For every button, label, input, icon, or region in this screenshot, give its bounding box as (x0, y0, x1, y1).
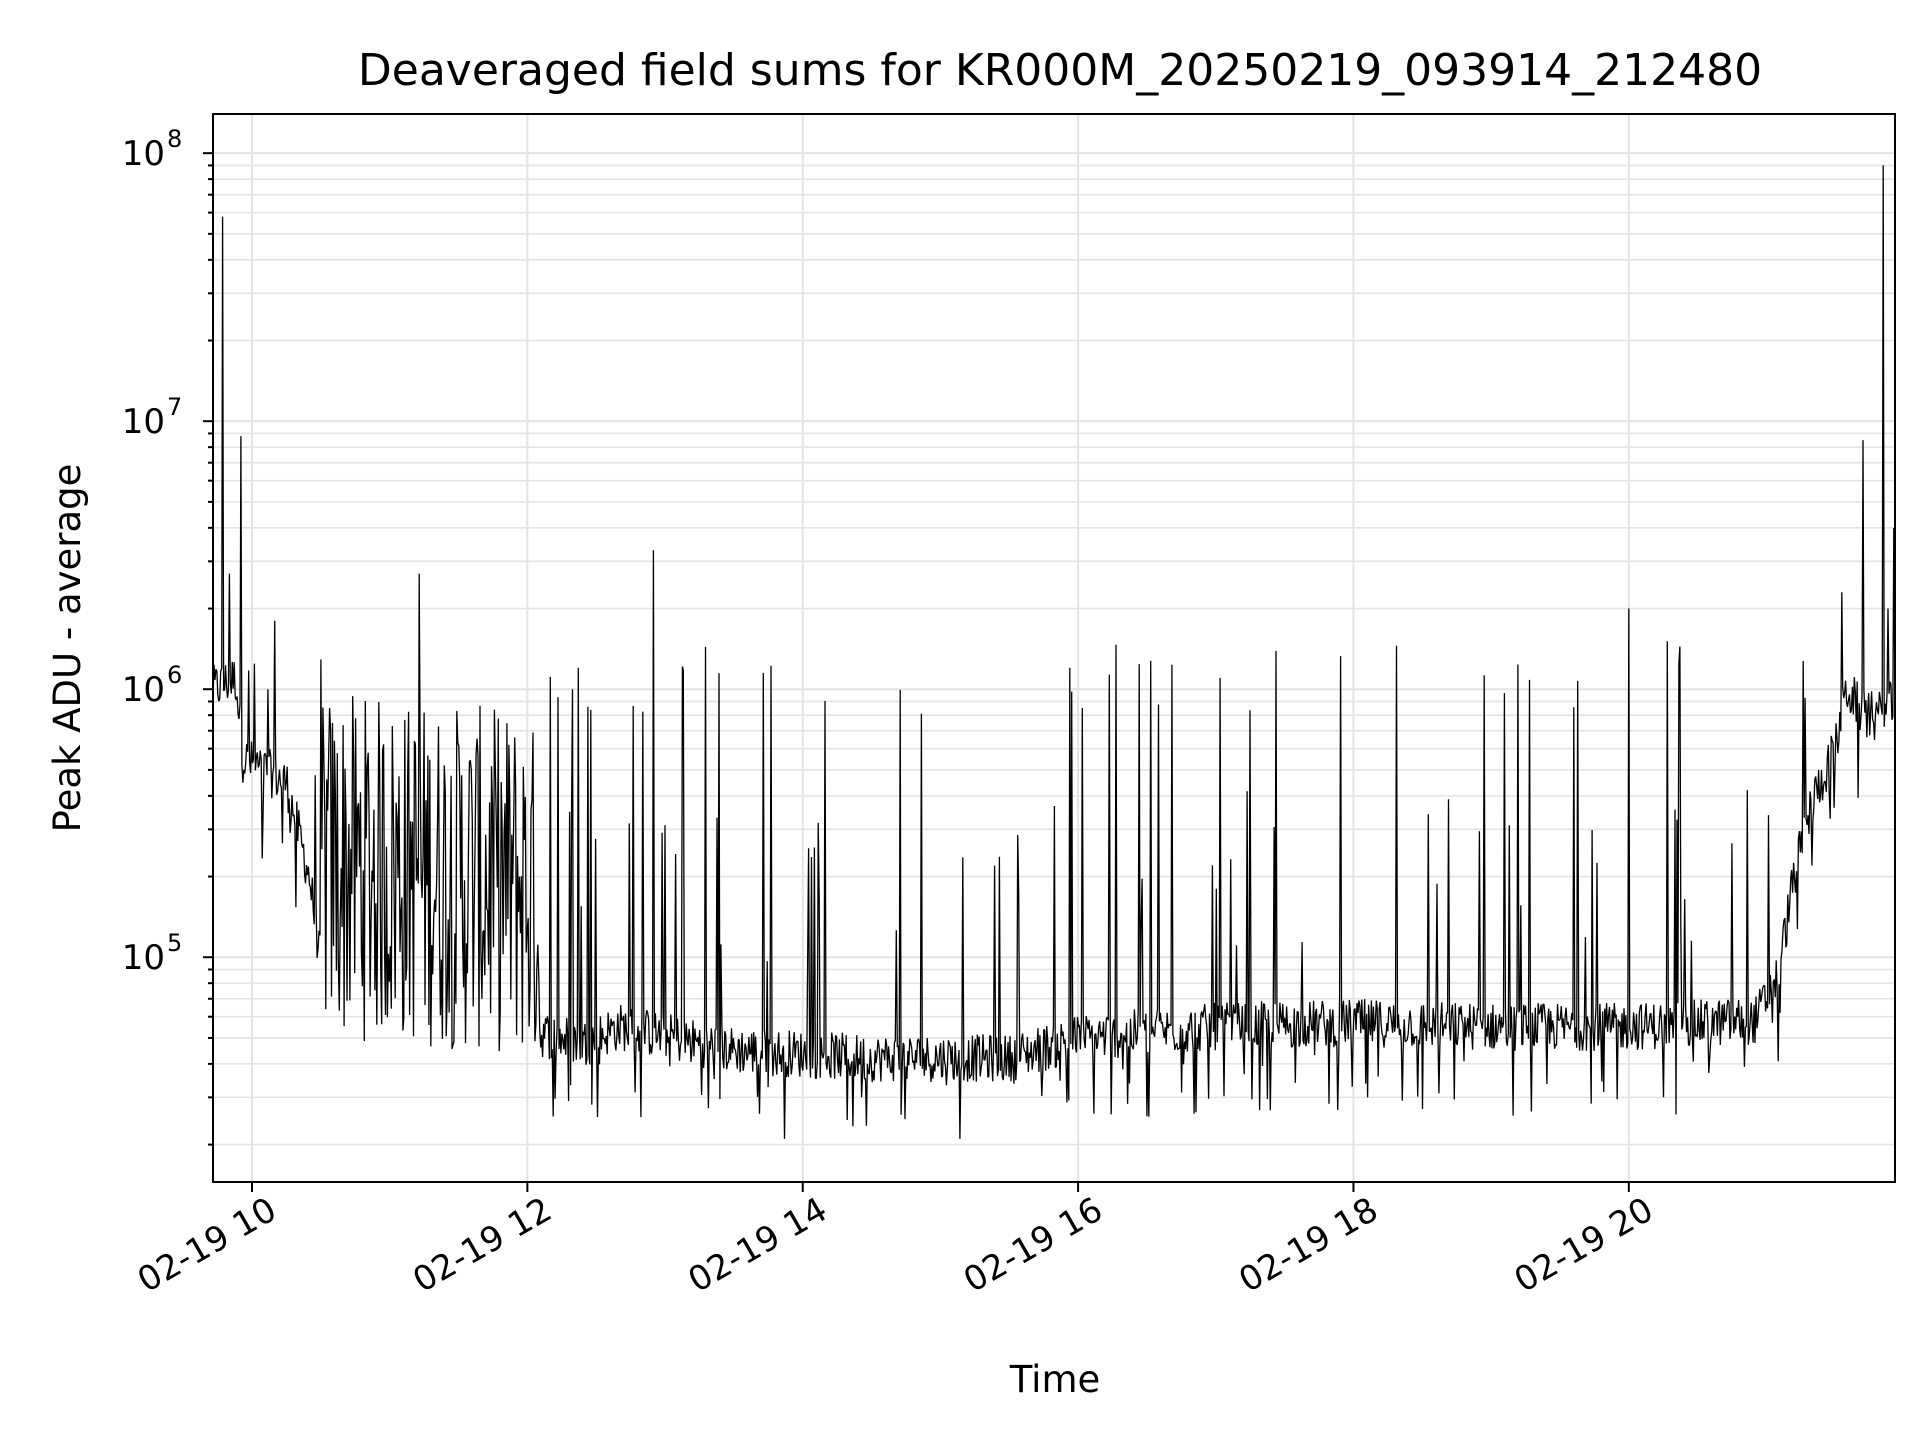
y-tick-exponent: 6 (167, 661, 182, 689)
y-tick-label: 10 (122, 402, 165, 442)
series-line (212, 165, 1896, 1139)
y-tick-label: 10 (122, 134, 165, 174)
y-axis-label: Peak ADU - average (46, 464, 89, 833)
y-tick-label: 10 (122, 938, 165, 978)
x-axis-label: Time (1009, 1358, 1101, 1401)
chart-title: Deaveraged field sums for KR000M_2025021… (358, 45, 1762, 96)
y-tick-exponent: 8 (167, 125, 182, 153)
y-tick-label: 10 (122, 670, 165, 710)
plot-frame (212, 113, 1896, 1183)
y-tick-exponent: 5 (167, 929, 182, 957)
y-tick-exponent: 7 (167, 393, 182, 421)
series-path (212, 165, 1896, 1139)
